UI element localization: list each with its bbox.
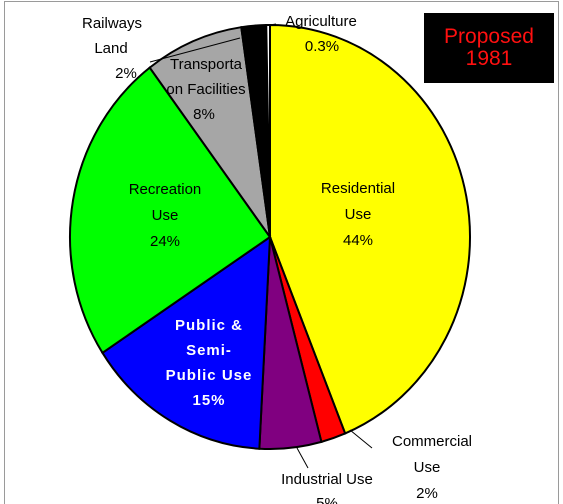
- label-agriculture-1: Agriculture: [285, 13, 357, 30]
- label-commercial-1: Commercial: [392, 433, 472, 450]
- pie-slice-agriculture: [265, 23, 271, 238]
- label-commercial-2: Use: [414, 459, 441, 476]
- label-railways-2: Land: [94, 40, 127, 57]
- label-recreation-pct: 24%: [150, 233, 180, 250]
- label-railways-1: Railways: [82, 15, 142, 32]
- leader-line-commercial: [349, 429, 373, 449]
- label-public-pct: 15%: [192, 392, 225, 409]
- leader-line-railways: [149, 37, 241, 63]
- label-residential-1: Residential: [321, 180, 395, 197]
- label-public-2: Semi-: [186, 342, 232, 359]
- label-transport-1: Transporta: [170, 56, 243, 73]
- label-commercial-pct: 2%: [416, 485, 438, 502]
- pie-slice-public-semi-public-use: [101, 235, 272, 450]
- proposed-year-badge: Proposed 1981: [424, 13, 554, 83]
- label-transport-pct: 8%: [193, 106, 215, 123]
- pie-slice-transportation-facilities: [148, 26, 271, 238]
- badge-line-2: 1981: [465, 47, 513, 70]
- leader-line-agriculture: [269, 23, 277, 26]
- label-public-3: Public Use: [166, 367, 253, 384]
- label-transport-2: on Facilities: [166, 81, 245, 98]
- label-residential-pct: 44%: [343, 232, 373, 249]
- label-agriculture-pct: 0.3%: [305, 38, 339, 55]
- label-industrial-1: Industrial Use: [281, 471, 373, 488]
- label-residential-2: Use: [345, 206, 372, 223]
- label-recreation-2: Use: [152, 207, 179, 224]
- pie-slice-recreation-use: [69, 66, 272, 355]
- label-public-1: Public &: [175, 317, 243, 334]
- label-industrial-pct: 5%: [316, 495, 338, 504]
- chart-border: [4, 1, 559, 504]
- pie-slice-residential-use: [269, 23, 471, 435]
- pie-slices: [69, 23, 471, 450]
- label-railways-pct: 2%: [115, 65, 137, 82]
- label-recreation-1: Recreation: [129, 181, 202, 198]
- leader-line-industrial: [296, 447, 309, 469]
- badge-line-1: Proposed: [444, 25, 534, 48]
